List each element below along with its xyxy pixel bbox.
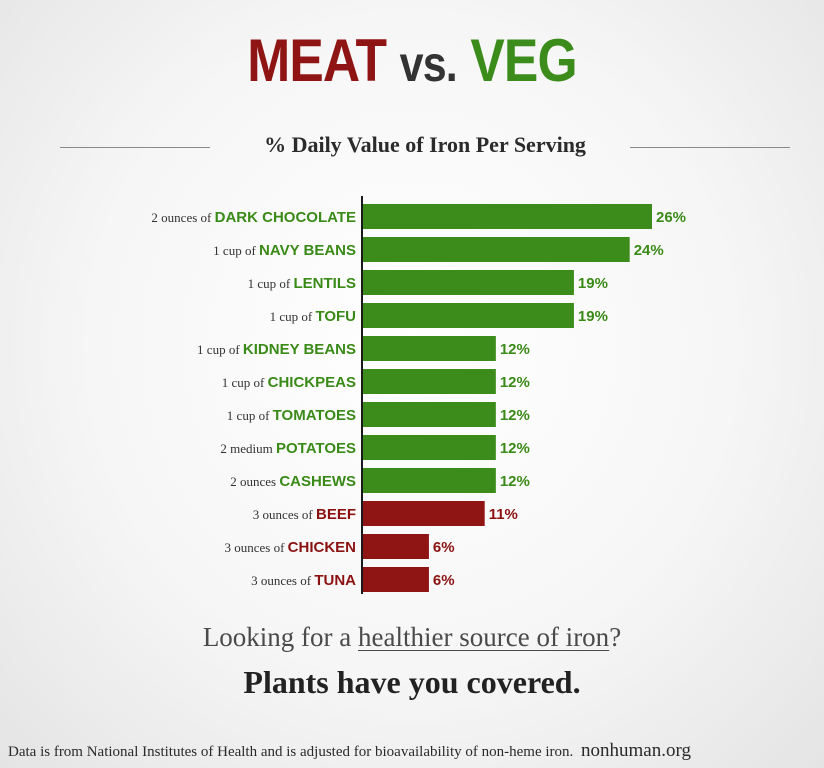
value-label: 6%	[433, 539, 455, 556]
category-prefix: 2 medium	[220, 441, 276, 456]
subtitle-row: % Daily Value of Iron Per Serving	[60, 132, 790, 162]
category-food: CHICKPEAS	[268, 374, 356, 391]
value-label: 19%	[578, 275, 608, 292]
category-food: LENTILS	[294, 275, 357, 292]
category-food: TUNA	[314, 572, 356, 589]
bar-kidney-beans	[362, 336, 496, 361]
tagline-underlined: healthier source of iron	[358, 622, 610, 652]
chart-title: MEAT vs. VEG	[58, 26, 767, 99]
category-label: 3 ounces of CHICKEN	[224, 539, 356, 556]
category-label: 1 cup of LENTILS	[248, 275, 356, 292]
category-food: POTATOES	[276, 440, 356, 457]
category-label: 3 ounces of BEEF	[253, 506, 356, 523]
bar-chart: 2 ounces of DARK CHOCOLATE 26% 1 cup of NA…	[151, 196, 686, 594]
value-label: 11%	[489, 506, 518, 523]
bar-potatoes	[362, 435, 496, 460]
category-food: TOFU	[315, 308, 356, 325]
category-label: 1 cup of KIDNEY BEANS	[197, 341, 356, 358]
value-label: 6%	[433, 572, 455, 589]
bar-navy-beans	[362, 237, 630, 262]
bar-beef	[362, 501, 485, 526]
footer-site-link[interactable]: nonhuman.org	[581, 740, 691, 761]
value-label: 24%	[634, 242, 664, 259]
footer-note: Data is from National Institutes of Heal…	[8, 744, 574, 760]
category-prefix: 1 cup of	[270, 309, 316, 324]
value-label: 12%	[500, 341, 530, 358]
bar-chicken	[362, 534, 429, 559]
category-food: KIDNEY BEANS	[243, 341, 356, 358]
category-prefix: 1 cup of	[213, 243, 259, 258]
category-label: 3 ounces of TUNA	[251, 572, 356, 589]
title-vs: vs.	[399, 36, 458, 92]
tagline-after: ?	[609, 622, 622, 652]
value-label: 12%	[500, 374, 530, 391]
category-label: 2 medium POTATOES	[220, 440, 356, 457]
bar-tofu	[362, 303, 574, 328]
category-label: 1 cup of TOFU	[270, 308, 356, 325]
category-prefix: 1 cup of	[222, 375, 268, 390]
category-label: 1 cup of CHICKPEAS	[222, 374, 356, 391]
title-veg: VEG	[470, 27, 577, 94]
value-label: 12%	[500, 473, 530, 490]
category-label: 1 cup of TOMATOES	[227, 407, 356, 424]
bar-cashews	[362, 468, 496, 493]
category-food: DARK CHOCOLATE	[215, 209, 356, 226]
bar-lentils	[362, 270, 574, 295]
category-prefix: 2 ounces of	[151, 210, 214, 225]
category-food: CASHEWS	[279, 473, 356, 490]
chart-subtitle: % Daily Value of Iron Per Serving	[264, 132, 586, 157]
category-food: CHICKEN	[288, 539, 356, 556]
category-prefix: 1 cup of	[248, 276, 294, 291]
title-meat: MEAT	[247, 27, 387, 94]
category-prefix: 2 ounces	[230, 474, 279, 489]
category-food: NAVY BEANS	[259, 242, 356, 259]
value-label: 26%	[656, 209, 686, 226]
category-prefix: 3 ounces of	[251, 573, 314, 588]
tagline-before: Looking for a	[202, 622, 359, 652]
value-label: 19%	[578, 308, 608, 325]
tagline-question: Looking for a healthier source of iron?	[0, 622, 824, 653]
value-label: 12%	[500, 407, 530, 424]
category-prefix: 1 cup of	[197, 342, 243, 357]
category-label: 2 ounces of DARK CHOCOLATE	[151, 209, 356, 226]
category-label: 1 cup of NAVY BEANS	[213, 242, 356, 259]
category-prefix: 3 ounces of	[224, 540, 287, 555]
bar-dark-chocolate	[362, 204, 652, 229]
bar-tuna	[362, 567, 429, 592]
subtitle-rule-left	[60, 147, 210, 148]
subtitle-rule-right	[630, 147, 790, 148]
category-prefix: 3 ounces of	[253, 507, 316, 522]
category-food: BEEF	[316, 506, 356, 523]
category-food: TOMATOES	[273, 407, 356, 424]
bar-chickpeas	[362, 369, 496, 394]
category-prefix: 1 cup of	[227, 408, 273, 423]
value-label: 12%	[500, 440, 530, 457]
bar-tomatoes	[362, 402, 496, 427]
footer: Data is from National Institutes of Heal…	[8, 740, 820, 762]
category-label: 2 ounces CASHEWS	[230, 473, 356, 490]
tagline-answer: Plants have you covered.	[243, 664, 581, 700]
